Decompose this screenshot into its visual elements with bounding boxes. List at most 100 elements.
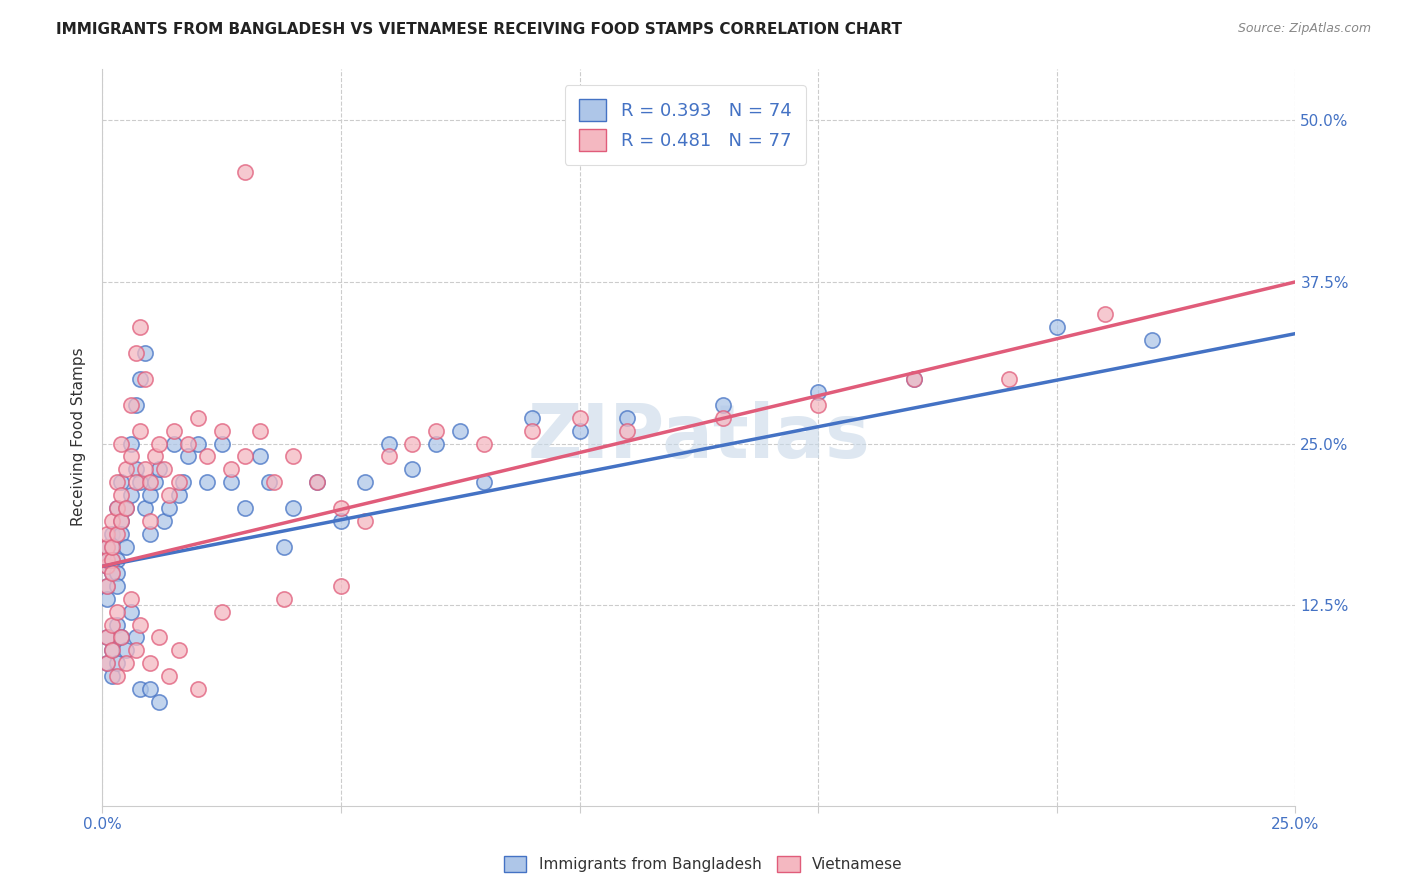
- Text: Source: ZipAtlas.com: Source: ZipAtlas.com: [1237, 22, 1371, 36]
- Point: [263, 475, 285, 490]
- Point: [120, 488, 142, 502]
- Point: [100, 669, 122, 683]
- Point: [124, 346, 146, 360]
- Point: [148, 631, 170, 645]
- Point: [100, 514, 122, 528]
- Point: [105, 669, 128, 683]
- Point: [329, 514, 352, 528]
- Legend: R = 0.393   N = 74, R = 0.481   N = 77: R = 0.393 N = 74, R = 0.481 N = 77: [565, 85, 806, 165]
- Point: [235, 450, 257, 464]
- Point: [105, 501, 128, 516]
- Point: [167, 488, 190, 502]
- Point: [143, 450, 166, 464]
- Point: [807, 398, 830, 412]
- Point: [249, 424, 271, 438]
- Point: [96, 553, 118, 567]
- Point: [998, 372, 1021, 386]
- Point: [96, 657, 118, 671]
- Point: [807, 384, 830, 399]
- Legend: Immigrants from Bangladesh, Vietnamese: Immigrants from Bangladesh, Vietnamese: [496, 848, 910, 880]
- Point: [903, 372, 925, 386]
- Point: [139, 488, 162, 502]
- Point: [115, 462, 138, 476]
- Point: [353, 514, 375, 528]
- Point: [249, 450, 271, 464]
- Point: [211, 424, 233, 438]
- Point: [124, 643, 146, 657]
- Point: [105, 475, 128, 490]
- Point: [153, 462, 176, 476]
- Point: [148, 695, 170, 709]
- Point: [329, 579, 352, 593]
- Point: [96, 540, 118, 554]
- Point: [120, 436, 142, 450]
- Point: [115, 501, 138, 516]
- Point: [273, 540, 295, 554]
- Y-axis label: Receiving Food Stamps: Receiving Food Stamps: [72, 348, 86, 526]
- Point: [124, 398, 146, 412]
- Point: [143, 475, 166, 490]
- Point: [157, 501, 180, 516]
- Point: [903, 372, 925, 386]
- Point: [96, 657, 118, 671]
- Point: [281, 450, 304, 464]
- Point: [134, 372, 156, 386]
- Point: [177, 436, 200, 450]
- Point: [105, 527, 128, 541]
- Point: [305, 475, 328, 490]
- Point: [96, 591, 118, 606]
- Point: [100, 553, 122, 567]
- Point: [711, 410, 734, 425]
- Point: [157, 669, 180, 683]
- Point: [100, 553, 122, 567]
- Point: [157, 488, 180, 502]
- Point: [96, 579, 118, 593]
- Point: [520, 424, 543, 438]
- Point: [120, 450, 142, 464]
- Point: [100, 566, 122, 580]
- Point: [105, 657, 128, 671]
- Point: [305, 475, 328, 490]
- Point: [105, 553, 128, 567]
- Point: [100, 566, 122, 580]
- Point: [96, 553, 118, 567]
- Point: [153, 514, 176, 528]
- Point: [139, 657, 162, 671]
- Point: [96, 559, 118, 574]
- Point: [163, 424, 186, 438]
- Point: [139, 682, 162, 697]
- Point: [120, 591, 142, 606]
- Point: [401, 462, 423, 476]
- Point: [134, 501, 156, 516]
- Point: [100, 540, 122, 554]
- Point: [273, 591, 295, 606]
- Point: [120, 605, 142, 619]
- Point: [259, 475, 281, 490]
- Point: [235, 165, 257, 179]
- Point: [124, 475, 146, 490]
- Point: [163, 436, 186, 450]
- Point: [110, 436, 132, 450]
- Point: [139, 527, 162, 541]
- Point: [520, 410, 543, 425]
- Point: [377, 450, 399, 464]
- Point: [100, 540, 122, 554]
- Point: [425, 424, 447, 438]
- Point: [616, 410, 638, 425]
- Point: [219, 462, 242, 476]
- Point: [129, 475, 152, 490]
- Point: [187, 436, 209, 450]
- Point: [148, 436, 170, 450]
- Point: [148, 462, 170, 476]
- Point: [100, 643, 122, 657]
- Point: [139, 514, 162, 528]
- Point: [129, 682, 152, 697]
- Point: [235, 501, 257, 516]
- Point: [105, 579, 128, 593]
- Point: [211, 605, 233, 619]
- Point: [219, 475, 242, 490]
- Text: ZIPatlas: ZIPatlas: [527, 401, 870, 474]
- Point: [1046, 320, 1069, 334]
- Point: [472, 436, 495, 450]
- Point: [129, 617, 152, 632]
